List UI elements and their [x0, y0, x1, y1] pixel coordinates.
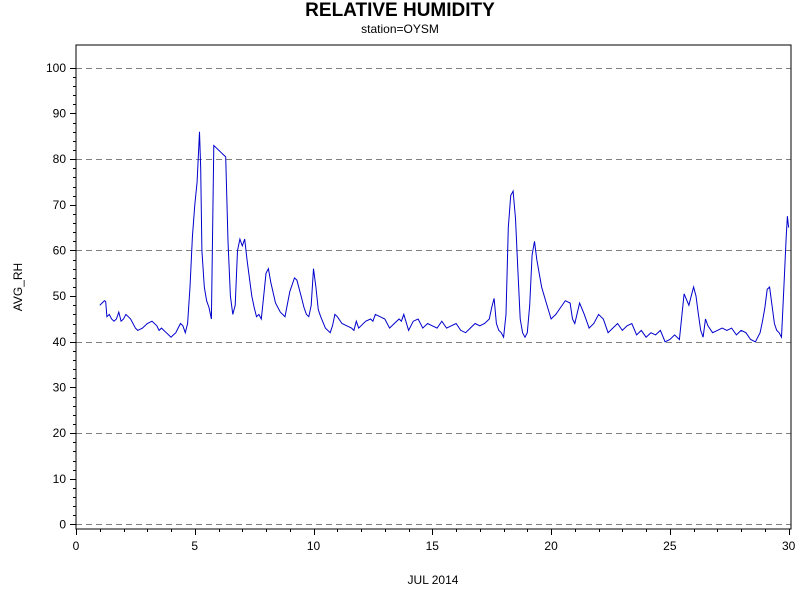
y-tick-label: 30 — [53, 380, 67, 394]
x-tick-label: 30 — [782, 539, 796, 553]
x-tick-label: 5 — [191, 539, 198, 553]
x-tick-label: 25 — [663, 539, 677, 553]
series-line-avg-rh — [99, 131, 790, 343]
y-tick-label: 100 — [46, 61, 66, 75]
y-tick-label: 70 — [53, 198, 67, 212]
y-tick-label: 20 — [53, 426, 67, 440]
plot-frame — [75, 44, 792, 530]
y-tick-label: 40 — [53, 335, 67, 349]
axis-ticks: 0 10 20 30 40 50 60 70 80 90 100 0 5 10 15 20 25 30 — [46, 61, 796, 553]
x-tick-label: 20 — [544, 539, 558, 553]
chart-title: RELATIVE HUMIDITY — [305, 0, 495, 21]
chart-subtitle: station=OYSM — [361, 22, 439, 36]
x-tick-label: 10 — [307, 539, 321, 553]
y-tick-label: 0 — [59, 517, 66, 531]
x-tick-label: 0 — [73, 539, 80, 553]
y-tick-label: 80 — [53, 152, 67, 166]
y-tick-label: 10 — [53, 472, 67, 486]
y-axis-label: AVG_RH — [11, 263, 25, 311]
x-tick-label: 15 — [426, 539, 440, 553]
y-tick-label: 50 — [53, 289, 67, 303]
gridlines — [76, 68, 791, 525]
y-tick-label: 60 — [53, 243, 67, 257]
x-axis-label: JUL 2014 — [408, 573, 459, 587]
y-tick-label: 90 — [53, 106, 67, 120]
